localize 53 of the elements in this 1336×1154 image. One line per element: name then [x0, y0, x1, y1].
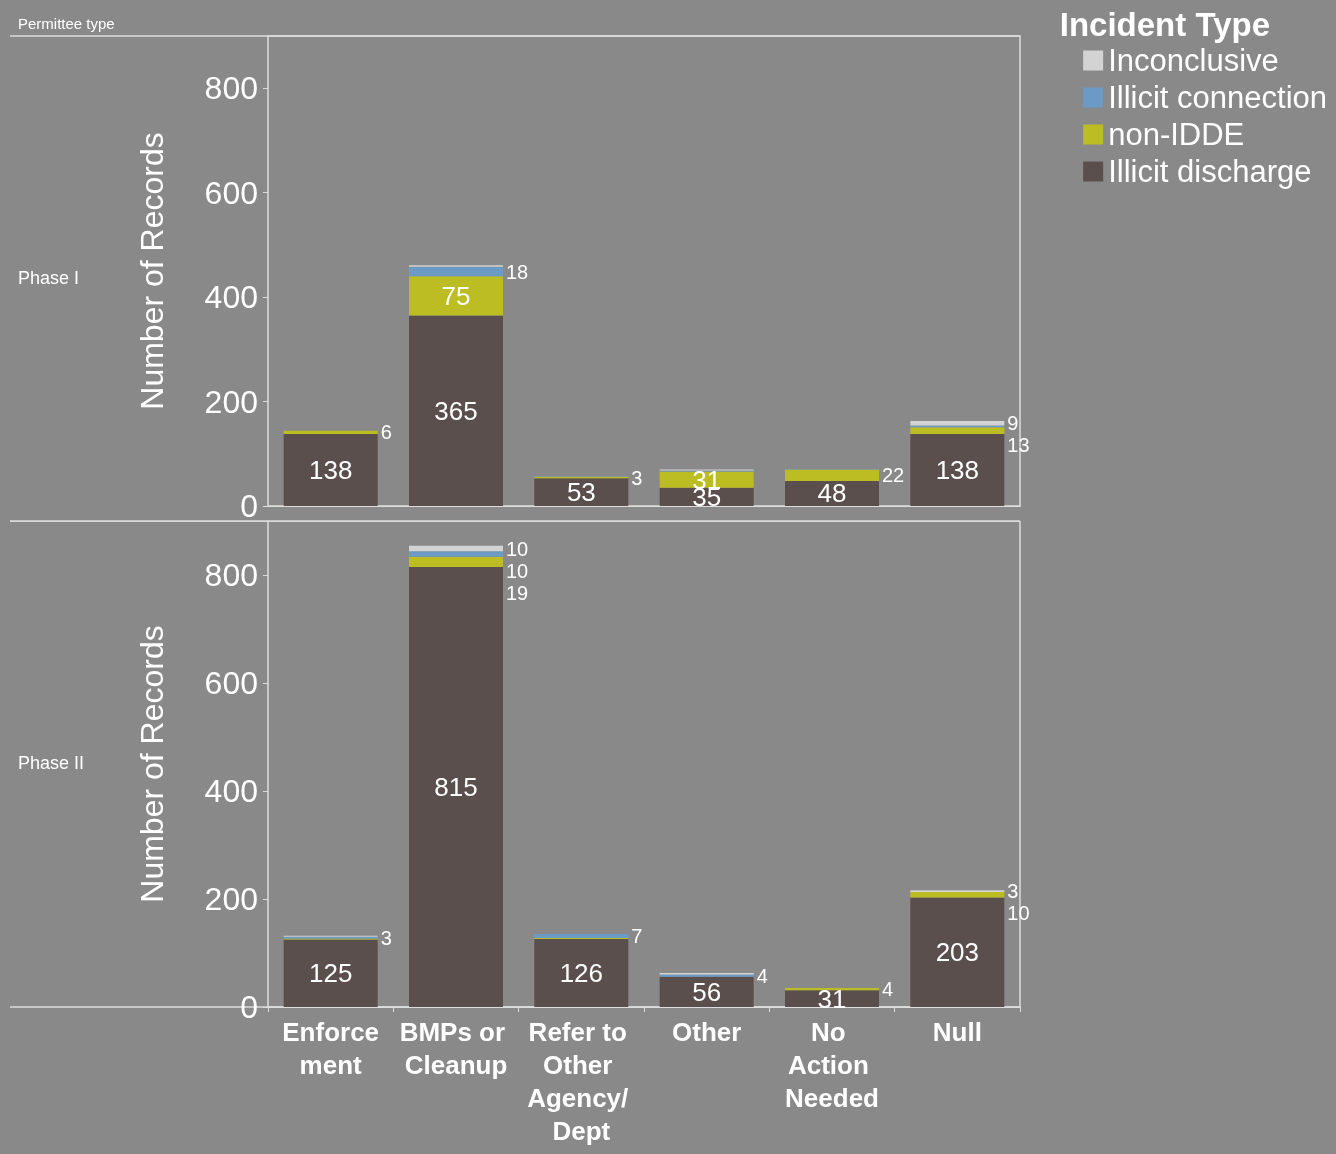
text: Permittee type	[18, 15, 115, 32]
data-label: 53	[566, 477, 596, 508]
data-label: 126	[559, 957, 604, 988]
data-label: 48	[817, 478, 847, 509]
y-tick-label: 400	[204, 279, 258, 316]
legend-title: Incident Type	[1059, 6, 1270, 43]
x-tick-label: No Action Needed	[785, 1016, 879, 1113]
data-label: 138	[935, 454, 980, 485]
data-label: 31	[817, 983, 847, 1014]
x-tick-label: Refer to Other Agency/ Dept	[527, 1016, 636, 1146]
legend-label: non-IDDE	[1108, 117, 1245, 152]
y-tick-label: 600	[204, 665, 258, 701]
y-tick-label: 800	[204, 557, 258, 593]
data-label: 10	[506, 537, 529, 560]
text: Phase I	[18, 267, 80, 288]
legend-label: Illicit discharge	[1108, 154, 1312, 189]
data-label: 3	[631, 466, 643, 489]
data-label: 3	[1007, 880, 1019, 903]
data-label: 365	[434, 395, 478, 426]
data-label: 19	[506, 581, 529, 604]
y-tick-label: 200	[204, 881, 258, 917]
x-tick-label: Enforcement	[282, 1016, 380, 1080]
data-label: 6	[380, 421, 392, 444]
y-tick-label: 200	[204, 383, 258, 420]
y-axis-title: Number of Records	[134, 625, 170, 903]
x-tick-label: Null	[932, 1016, 982, 1047]
text: Phase II	[18, 753, 85, 773]
data-label: 22	[882, 464, 905, 487]
data-label: 815	[434, 771, 478, 802]
y-tick-label: 0	[240, 488, 258, 524]
legend-label: Inconclusive	[1108, 43, 1279, 78]
data-label: 10	[506, 559, 529, 582]
data-label: 4	[756, 964, 768, 987]
x-tick-label: BMPs or Cleanup	[399, 1016, 513, 1080]
data-label: 75	[441, 280, 471, 311]
x-tick-label: Other	[671, 1016, 742, 1047]
data-label: 4	[882, 978, 894, 1001]
legend-label: Illicit connection	[1108, 80, 1328, 115]
y-tick-label: 0	[240, 989, 258, 1025]
data-label: 18	[506, 260, 529, 283]
data-label: 10	[1007, 902, 1030, 925]
data-label: 56	[692, 976, 722, 1007]
data-label: 7	[631, 924, 643, 947]
data-label: 203	[935, 937, 980, 968]
y-tick-label: 800	[204, 70, 258, 107]
data-label: 3	[380, 926, 392, 949]
data-label: 13	[1007, 433, 1030, 456]
y-tick-label: 400	[204, 773, 258, 809]
y-axis-title: Number of Records	[134, 132, 170, 410]
y-tick-label: 600	[204, 174, 258, 211]
data-label: 138	[308, 454, 353, 485]
data-label: 125	[308, 958, 353, 989]
data-label: 9	[1007, 412, 1019, 435]
